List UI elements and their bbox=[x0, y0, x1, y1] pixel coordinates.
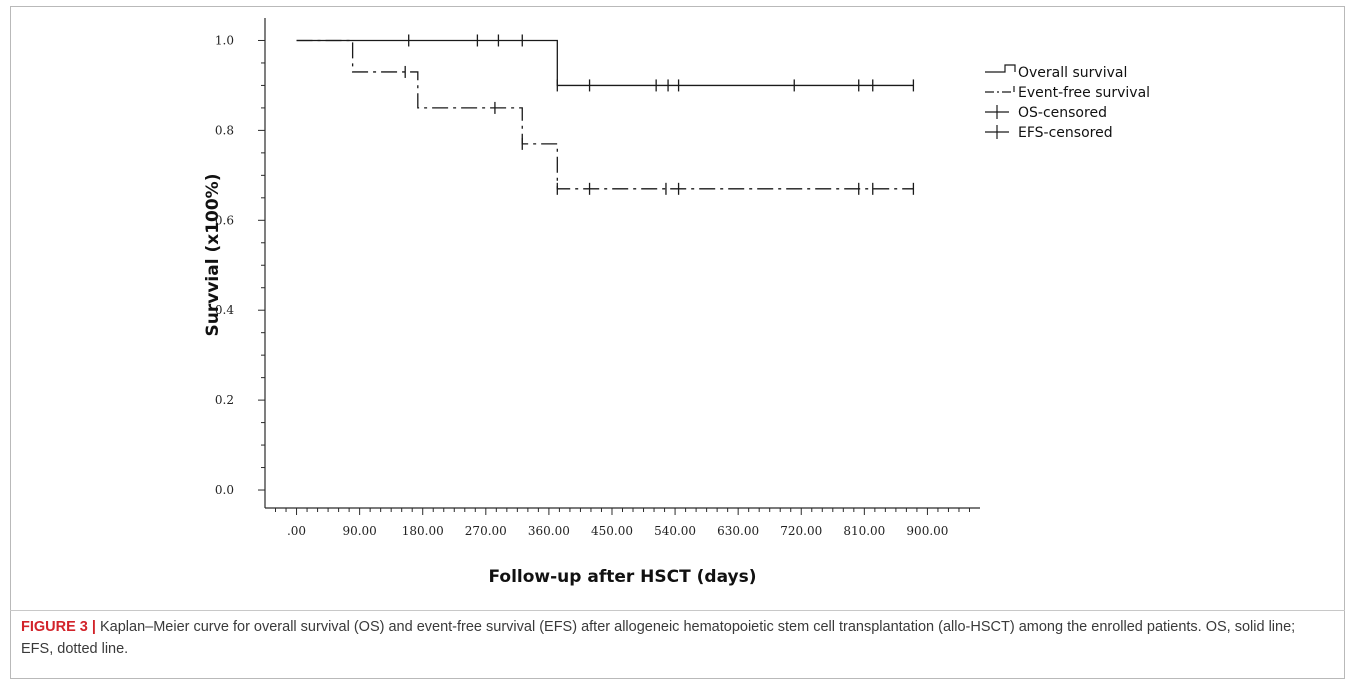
y-tick-label: 0.4 bbox=[215, 303, 234, 317]
x-tick-label: .00 bbox=[287, 524, 306, 538]
x-tick-label: 90.00 bbox=[342, 524, 376, 538]
x-tick-label: 360.00 bbox=[528, 524, 570, 538]
x-tick-label: 630.00 bbox=[717, 524, 759, 538]
caption-text: Kaplan–Meier curve for overall survival … bbox=[21, 619, 1296, 657]
x-axis-title: Follow-up after HSCT (days) bbox=[488, 567, 756, 587]
x-tick-label: 450.00 bbox=[591, 524, 633, 538]
figure-caption: FIGURE 3 | Kaplan–Meier curve for overal… bbox=[21, 616, 1331, 660]
y-tick-label: 0.6 bbox=[215, 213, 234, 227]
y-tick-label: 0.2 bbox=[215, 393, 234, 407]
y-tick-label: 0.8 bbox=[215, 123, 234, 137]
km-chart: .00 90.00 180.00 270.00 360.00 450.00 540.00 63… bbox=[203, 18, 1150, 587]
x-tick-label: 720.00 bbox=[780, 524, 822, 538]
x-tick-label: 900.00 bbox=[906, 524, 948, 538]
y-tick-label: 1.0 bbox=[215, 33, 234, 47]
legend-efs-swatch bbox=[985, 86, 1015, 93]
caption-divider bbox=[10, 610, 1345, 611]
legend-label: Overall survival bbox=[1018, 65, 1127, 81]
legend-os-swatch bbox=[985, 64, 1016, 73]
figure-label: FIGURE 3 | bbox=[21, 619, 96, 635]
x-tick-label: 180.00 bbox=[402, 524, 444, 538]
legend-label: OS-censored bbox=[1018, 105, 1107, 121]
y-tick-label: 0.0 bbox=[215, 483, 234, 497]
x-tick-label: 540.00 bbox=[654, 524, 696, 538]
x-tick-label: 270.00 bbox=[465, 524, 507, 538]
figure-frame bbox=[10, 6, 1345, 679]
legend-label: EFS-censored bbox=[1018, 125, 1113, 141]
x-tick-label: 810.00 bbox=[843, 524, 885, 538]
y-axis-title: Survvial (x100%) bbox=[203, 174, 223, 337]
efs-curve bbox=[296, 39, 914, 190]
legend-label: Event-free survival bbox=[1018, 85, 1150, 101]
os-curve bbox=[296, 39, 914, 87]
